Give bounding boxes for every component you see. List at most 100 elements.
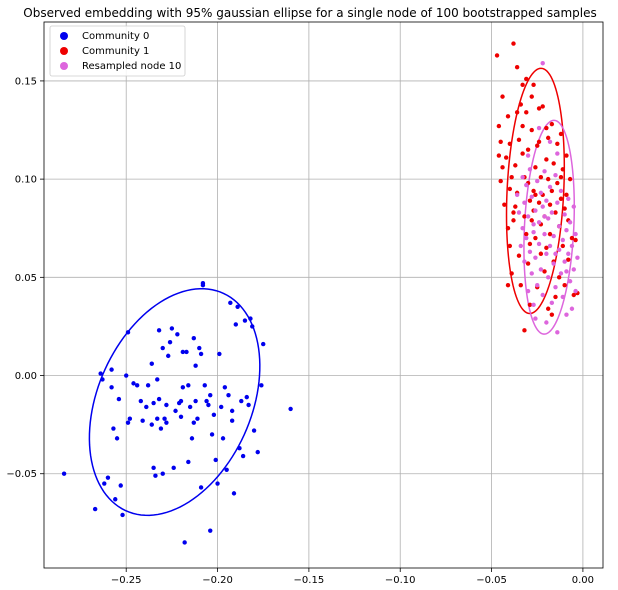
point-community-1 [513,163,518,168]
point-resampled-node-10 [553,284,558,290]
point-community-0 [184,349,189,355]
point-community-1 [509,174,514,180]
point-community-1 [511,41,516,46]
legend-marker-community-1 [60,47,68,55]
point-community-0 [217,351,222,357]
point-resampled-node-10 [524,182,529,188]
point-community-0 [169,326,175,331]
point-community-0 [261,341,266,347]
point-community-0 [144,404,149,410]
point-resampled-node-10 [549,300,555,306]
point-community-0 [105,475,111,480]
point-community-0 [118,483,123,488]
point-community-1 [542,269,547,274]
point-community-0 [229,408,235,414]
point-community-0 [189,436,195,441]
point-community-1 [529,218,534,223]
point-community-0 [155,377,160,382]
point-community-0 [92,506,98,512]
point-community-1 [518,102,523,107]
point-community-1 [520,123,525,129]
point-community-1 [520,151,525,156]
point-community-1 [546,135,551,141]
point-resampled-node-10 [571,204,576,209]
point-community-0 [206,402,211,408]
point-resampled-node-10 [569,306,575,311]
point-resampled-node-10 [573,231,578,237]
point-resampled-node-10 [542,231,547,237]
ellipse-resampled-node-10 [523,119,576,335]
point-resampled-node-10 [567,279,573,284]
point-community-0 [124,373,129,378]
point-community-1 [544,157,549,162]
legend: Community 0 Community 1 Resampled node 1… [49,25,186,77]
point-resampled-node-10 [564,227,569,233]
point-community-0 [156,328,162,333]
point-community-0 [113,497,118,502]
point-community-1 [536,106,542,111]
point-community-1 [566,257,571,262]
point-community-1 [538,251,544,256]
point-resampled-node-10 [525,214,531,219]
point-community-1 [527,241,533,247]
point-community-0 [178,414,184,419]
point-resampled-node-10 [546,275,551,280]
point-resampled-node-10 [566,251,571,256]
point-resampled-node-10 [547,243,553,249]
x-tick-label: −0.25 [111,575,142,586]
point-community-1 [533,192,538,198]
point-community-0 [248,316,253,321]
point-community-1 [522,328,527,333]
point-community-0 [116,396,122,402]
point-community-0 [171,465,176,471]
point-community-0 [160,345,165,351]
point-community-1 [544,245,549,251]
point-community-1 [525,147,531,152]
point-community-1 [507,243,513,249]
point-community-1 [558,196,564,201]
point-community-1 [564,153,569,158]
point-community-0 [195,416,200,421]
point-community-0 [158,426,164,431]
point-community-0 [175,332,180,337]
point-resampled-node-10 [527,249,533,254]
point-resampled-node-10 [542,169,547,174]
point-community-1 [556,275,562,280]
point-community-0 [288,406,293,412]
point-community-1 [571,292,576,298]
point-community-1 [555,141,560,146]
point-community-0 [182,540,187,545]
point-resampled-node-10 [555,330,560,335]
x-tick-label: −0.10 [385,575,416,586]
point-community-0 [235,304,240,309]
point-community-0 [202,383,207,388]
point-community-0 [259,383,264,388]
point-community-0 [222,385,228,390]
point-resampled-node-10 [540,204,545,209]
point-community-1 [567,176,573,182]
point-community-0 [240,453,246,459]
point-resampled-node-10 [547,184,553,190]
point-resampled-node-10 [566,196,571,201]
y-tick-label: 0.00 [15,371,37,382]
point-community-0 [244,394,249,400]
point-resampled-node-10 [555,200,560,205]
point-community-0 [209,432,215,437]
point-resampled-node-10 [520,174,525,180]
point-community-1 [527,302,533,308]
point-community-1 [531,82,536,88]
point-resampled-node-10 [536,241,542,247]
point-community-1 [518,282,523,288]
point-community-1 [507,141,513,146]
point-community-1 [549,188,555,194]
point-community-0 [255,449,260,455]
point-community-0 [193,398,198,404]
point-resampled-node-10 [535,282,540,288]
point-resampled-node-10 [544,198,549,203]
point-community-1 [514,64,520,70]
point-community-0 [156,396,162,402]
point-resampled-node-10 [564,269,569,274]
x-tick-label: −0.05 [476,575,507,586]
point-community-1 [549,121,555,127]
